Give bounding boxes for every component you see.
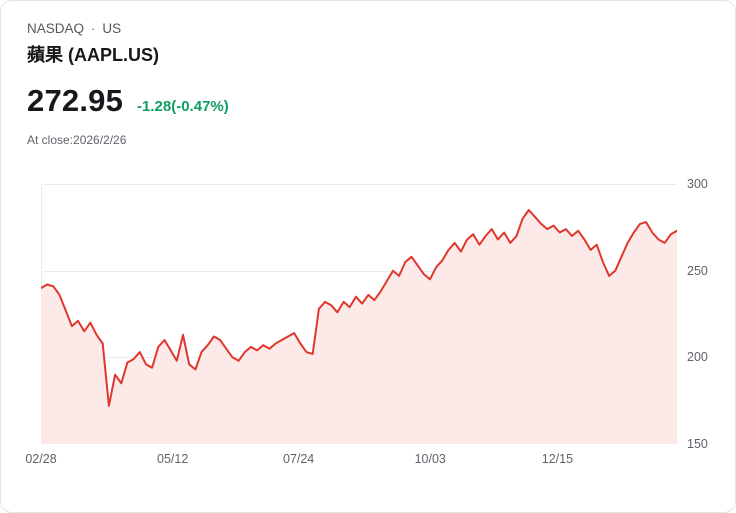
- y-axis-labels: 300 250 200 150: [687, 177, 727, 451]
- quote-header: NASDAQ · US 蘋果 (AAPL.US) 272.95 -1.28(-0…: [1, 1, 735, 147]
- x-tick-label: 10/03: [414, 452, 446, 466]
- price-line: [41, 209, 677, 407]
- y-tick-label: 300: [687, 177, 708, 191]
- x-tick-label: 05/12: [157, 452, 189, 466]
- x-tick-label: 02/28: [25, 452, 57, 466]
- chart-canvas[interactable]: [41, 184, 677, 444]
- exchange-info: NASDAQ · US: [27, 21, 735, 37]
- price-change: -1.28(-0.47%): [137, 97, 229, 115]
- separator-dot: ·: [91, 21, 96, 37]
- current-price: 272.95: [27, 82, 124, 118]
- region-label: US: [102, 21, 122, 36]
- y-tick-label: 200: [687, 350, 708, 365]
- price-chart: 300 250 200 150 02/28 05/12 07/24 10/03 12/15: [25, 177, 708, 466]
- x-axis-labels: 02/28 05/12 07/24 10/03 12/15: [25, 452, 677, 468]
- exchange-label: NASDAQ: [27, 21, 85, 36]
- x-tick-label: 07/24: [282, 452, 315, 466]
- price-area-fill: [41, 210, 677, 444]
- as-of-time: At close:2026/2/26: [27, 133, 127, 148]
- x-tick-label: 12/15: [541, 452, 574, 466]
- stock-name: 蘋果 (AAPL.US): [27, 45, 159, 66]
- price-row: 272.95 -1.28(-0.47%): [27, 82, 735, 118]
- y-tick-label: 150: [687, 437, 708, 451]
- y-tick-label: 250: [687, 263, 708, 278]
